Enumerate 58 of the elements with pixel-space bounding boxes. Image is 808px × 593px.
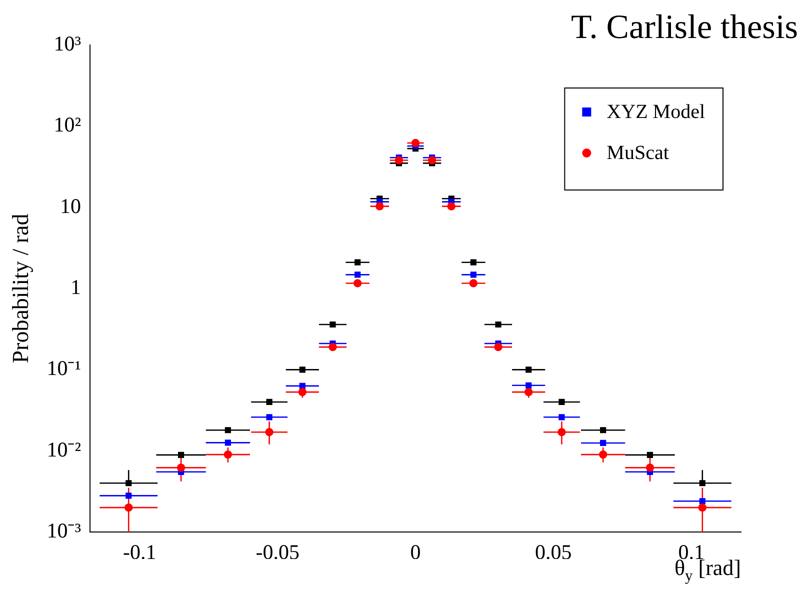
point [558, 414, 565, 420]
point [469, 279, 478, 288]
y-tick-label: 1 [70, 275, 81, 300]
point [266, 398, 272, 406]
y-tick-label: 10⁻³ [46, 518, 81, 543]
y-tick-label: 10⁻¹ [46, 356, 81, 380]
x-tick-label: 0.05 [535, 540, 572, 564]
point [176, 464, 186, 472]
point [178, 452, 184, 458]
point [354, 272, 361, 278]
point [394, 156, 404, 164]
legend-label: MuScat [606, 142, 670, 164]
point [646, 464, 654, 472]
x-tick-label: 0 [410, 540, 421, 564]
point [699, 498, 706, 504]
point [354, 259, 361, 266]
point [126, 492, 132, 499]
y-tick-label: 10³ [54, 32, 81, 56]
point [558, 428, 566, 436]
point [698, 503, 706, 512]
point [376, 202, 384, 210]
point [447, 202, 456, 210]
point [600, 440, 606, 446]
point [598, 450, 608, 459]
point [353, 279, 362, 288]
point [699, 480, 706, 486]
point [470, 272, 476, 278]
point [224, 450, 232, 459]
x-tick-label: -0.1 [123, 540, 156, 564]
point [299, 382, 306, 389]
point [411, 138, 420, 148]
point [558, 398, 565, 406]
point [470, 259, 476, 266]
x-tick-label: -0.05 [256, 540, 300, 564]
annotation: T. Carlisle thesis [571, 9, 798, 46]
point [526, 382, 532, 388]
point [524, 388, 533, 396]
y-axis-title: Probability / rad [8, 213, 33, 364]
point [266, 414, 272, 420]
point [299, 366, 306, 373]
point [495, 321, 502, 328]
y-tick-label: 10 [60, 194, 81, 218]
point [224, 440, 231, 446]
y-tick-label: 10⁻² [46, 437, 81, 462]
point [494, 342, 502, 352]
point [330, 321, 336, 328]
y-tick-label: 10² [54, 112, 81, 137]
legend-label: XYZ Model [606, 101, 706, 123]
point [526, 366, 532, 373]
point [298, 388, 307, 396]
point [328, 342, 337, 352]
point [600, 427, 606, 434]
point [126, 480, 132, 486]
point [646, 452, 654, 458]
point [265, 428, 274, 436]
point [428, 156, 436, 164]
point [124, 503, 133, 512]
point [224, 427, 231, 434]
